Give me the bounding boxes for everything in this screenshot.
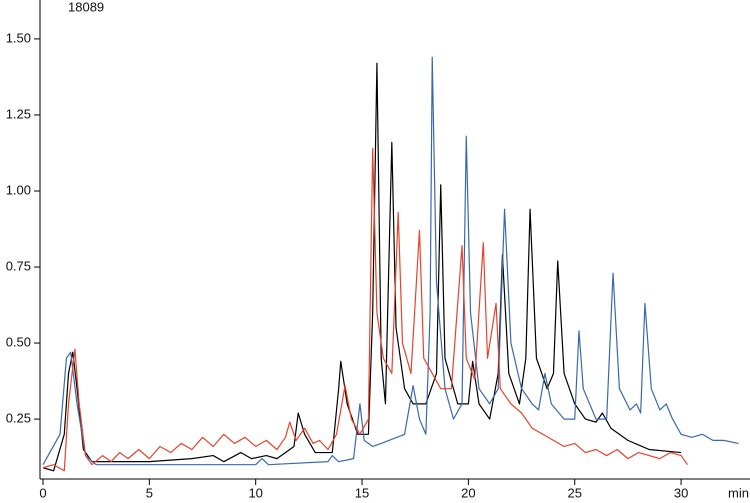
x-tick-label: 0 (39, 485, 46, 500)
trace-line (42, 62, 682, 472)
y-tick-label: 1.50 (6, 30, 31, 45)
y-tick-label: 1.25 (6, 106, 31, 121)
chart-title: 18089 (68, 0, 104, 14)
x-tick-label: 30 (674, 485, 688, 500)
y-tick-label: 0.50 (6, 334, 31, 349)
y-tick-label: 1.00 (6, 182, 31, 197)
x-tick-label: 20 (461, 485, 475, 500)
x-axis-label: min (728, 485, 749, 500)
x-tick-label: 25 (568, 485, 582, 500)
trace-line (42, 147, 688, 472)
x-tick-label: 15 (355, 485, 369, 500)
y-tick-label: 0.75 (6, 258, 31, 273)
x-tick-label: 5 (146, 485, 153, 500)
y-tick-label: 0.25 (6, 411, 31, 426)
x-tick-label: 10 (248, 485, 262, 500)
trace-line (42, 56, 739, 466)
